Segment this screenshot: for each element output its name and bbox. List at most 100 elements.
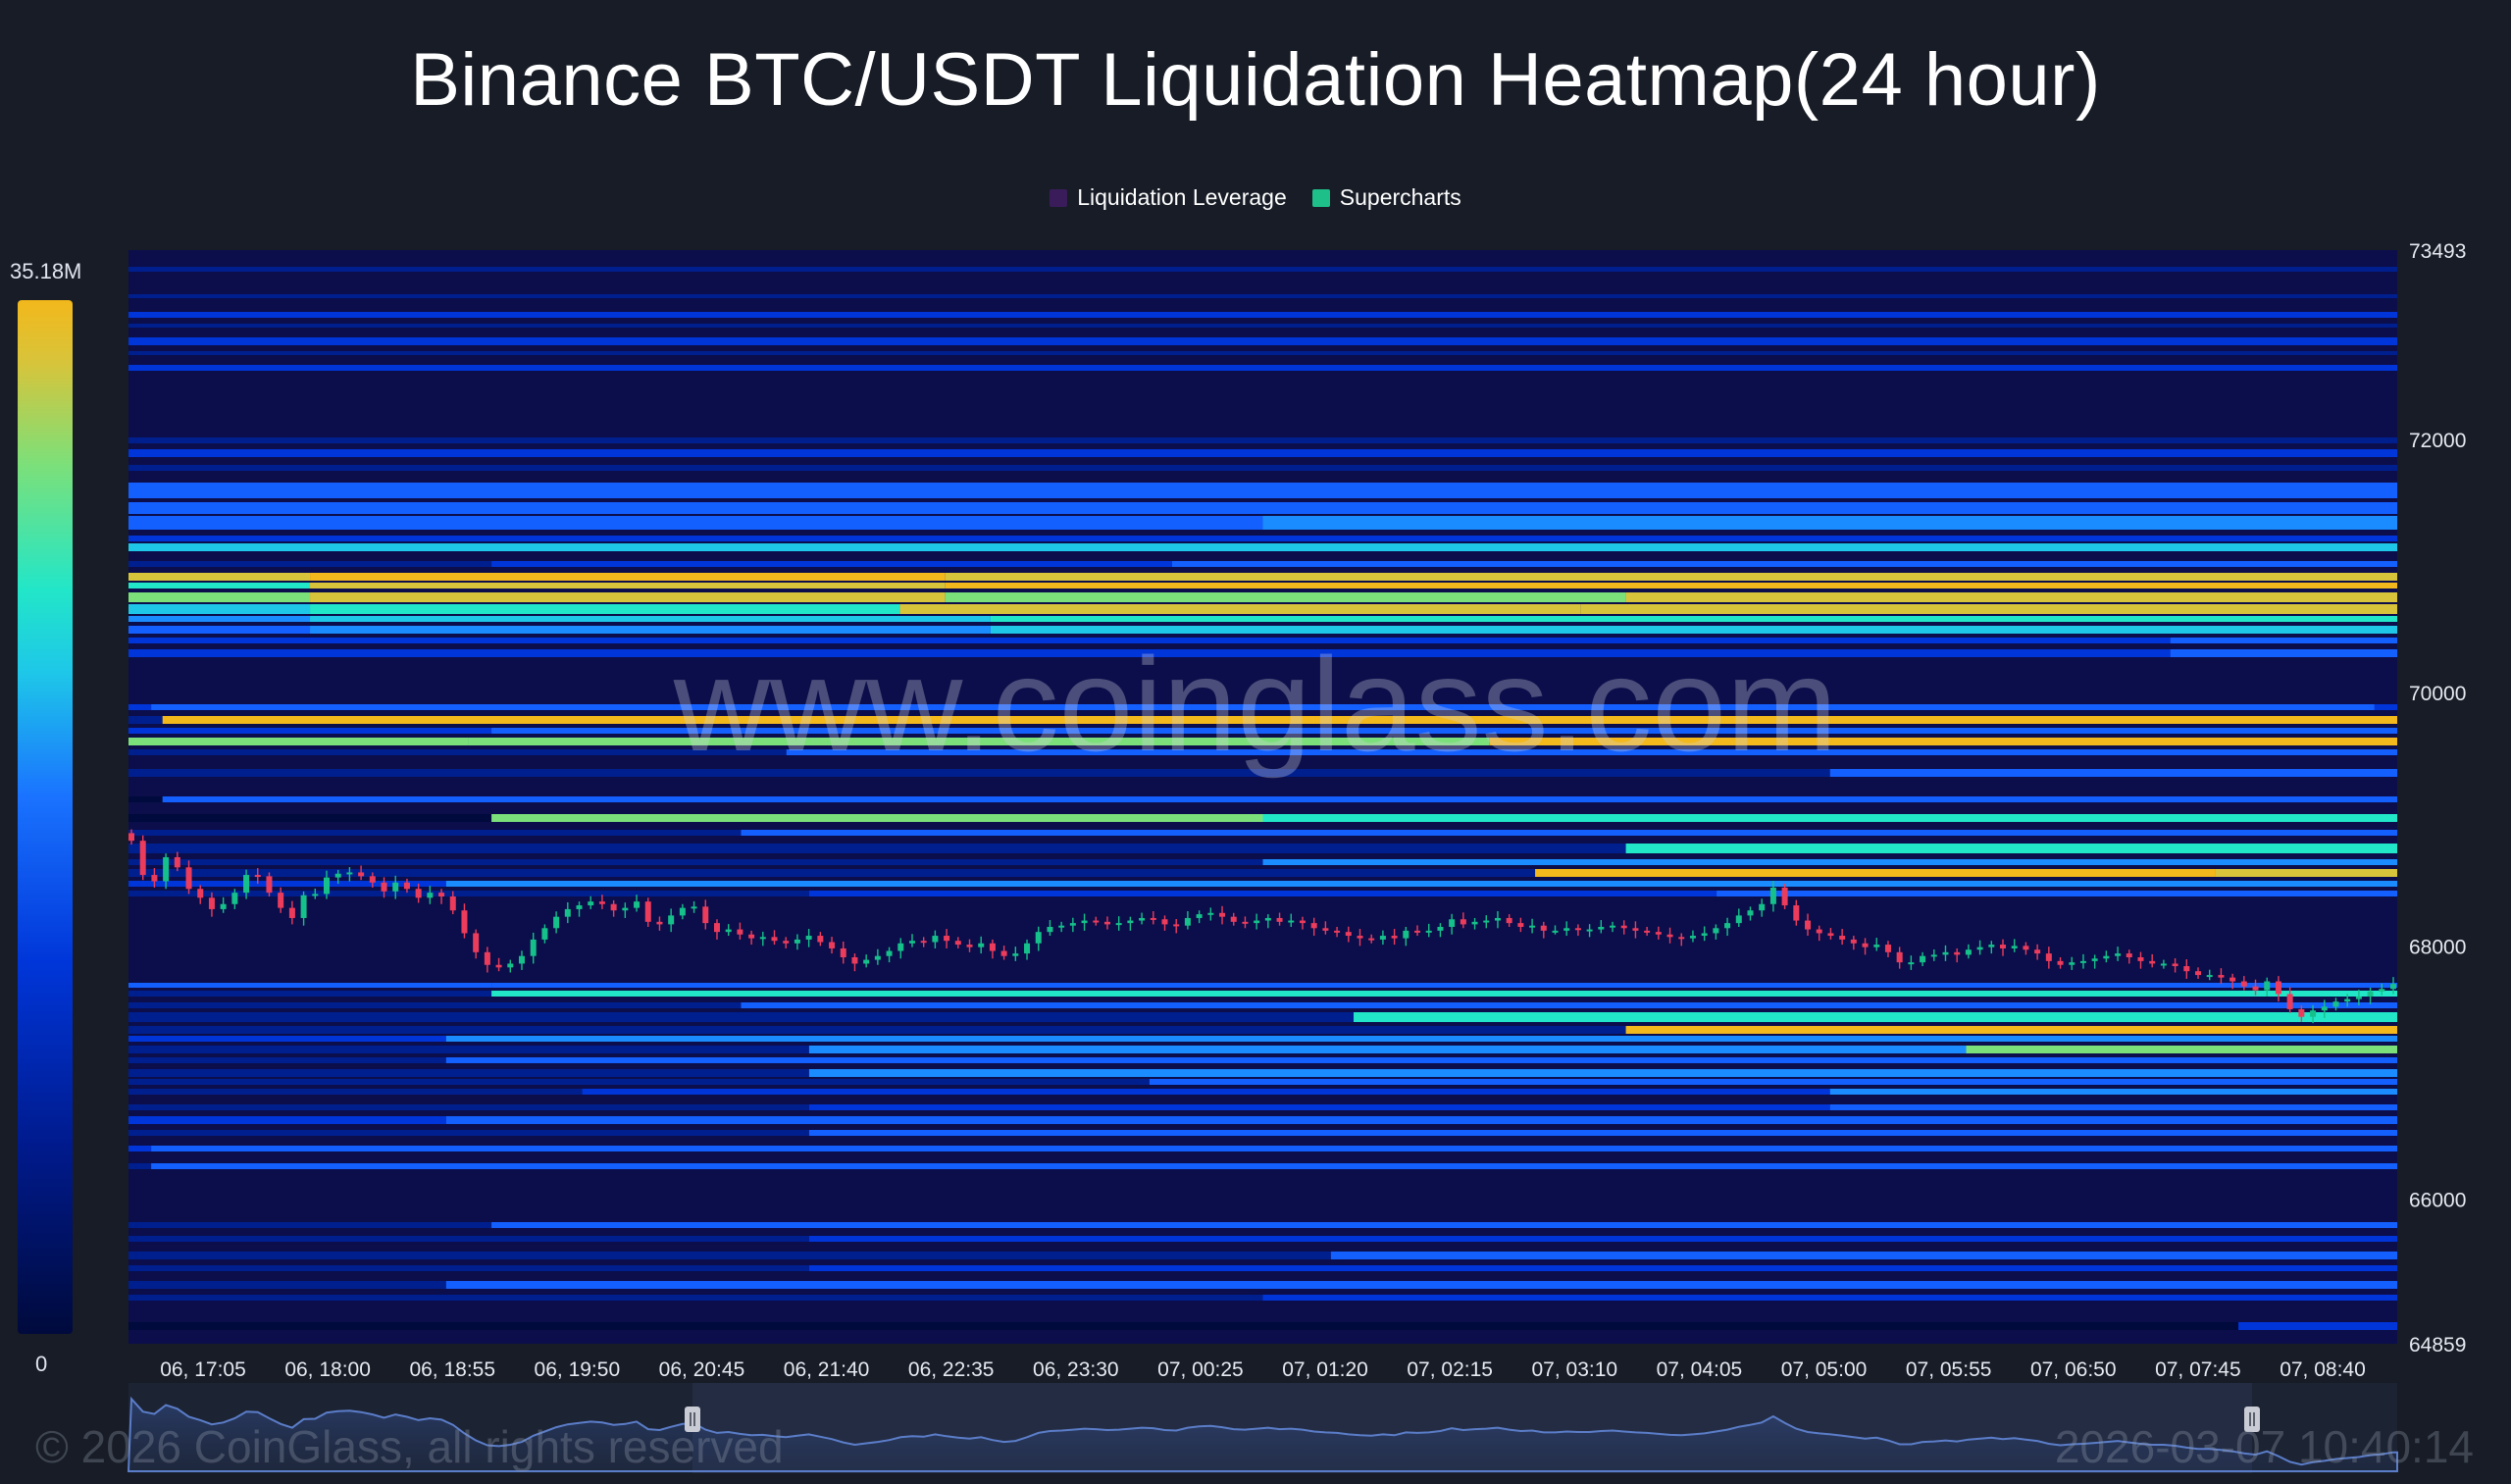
candle-body	[1230, 916, 1237, 922]
heatmap-cell	[128, 796, 163, 802]
candle-body	[2321, 1006, 2328, 1011]
candle-body	[989, 943, 996, 951]
navigator-handle-right[interactable]	[2244, 1407, 2260, 1432]
candle-body	[944, 936, 950, 942]
candle-body	[1632, 928, 1639, 931]
candle-body	[2023, 946, 2029, 950]
heatmap-cell	[128, 604, 311, 614]
x-tick-label: 07, 08:40	[2280, 1358, 2366, 1381]
candle-body	[1069, 923, 1076, 926]
heatmap-cell	[128, 1002, 742, 1008]
candle-body	[2057, 960, 2064, 965]
candle-body	[1827, 933, 1834, 937]
candle-body	[2069, 962, 2075, 965]
heatmap-cell	[128, 649, 2171, 657]
heatmap-cell	[128, 891, 809, 896]
footer-timestamp: 2026-03-07 10:40:14	[2054, 1421, 2474, 1472]
copyright-text: © 2026 CoinGlass, all rights reserved	[35, 1421, 784, 1472]
candle-body	[1930, 954, 1937, 957]
heatmap-cell	[151, 1146, 2398, 1151]
heatmap-cell	[128, 626, 311, 634]
candle-body	[553, 916, 560, 929]
legend-item-supercharts[interactable]: Supercharts	[1311, 184, 1461, 211]
heatmap-cell	[786, 749, 2397, 755]
colorbar-max-label: 35.18M	[10, 259, 82, 283]
heatmap-cell	[945, 583, 2398, 588]
heatmap-cell	[808, 1130, 2397, 1136]
heatmap-cell	[128, 991, 492, 997]
heatmap-cell	[128, 769, 1830, 777]
candle-body	[461, 910, 468, 934]
heatmap-cell	[128, 337, 2397, 345]
candle-body	[369, 876, 376, 883]
candle-body	[2218, 975, 2225, 978]
candle-body	[783, 941, 790, 944]
candle-body	[2172, 963, 2178, 967]
heatmap-cell	[128, 1069, 809, 1077]
legend-swatch-supercharts	[1311, 188, 1330, 207]
heatmap-cell	[128, 1026, 1626, 1034]
candle-body	[1127, 920, 1134, 924]
candle-body	[1139, 917, 1146, 921]
candle-body	[1012, 953, 1019, 956]
heatmap-cell	[808, 1236, 2397, 1242]
candle-body	[2149, 960, 2156, 964]
heatmap-cell	[128, 1079, 1150, 1085]
candle-body	[954, 941, 961, 946]
heatmap-cell	[128, 465, 2397, 471]
heatmap-cell	[151, 1163, 2398, 1169]
candle-body	[2240, 981, 2247, 987]
candle-body	[346, 872, 353, 875]
candle-body	[1954, 951, 1961, 955]
heatmap-cell	[1580, 604, 2397, 614]
heatmap-cell	[128, 1295, 1263, 1301]
candle-body	[1425, 930, 1432, 933]
candle-body	[163, 856, 170, 882]
candle-body	[771, 937, 778, 942]
heatmap-cell	[491, 991, 2398, 997]
candle-body	[1081, 920, 1088, 924]
heatmap-cell	[128, 1036, 446, 1042]
candle-body	[2034, 949, 2041, 954]
x-tick-label: 06, 18:55	[409, 1358, 495, 1381]
candle-body	[978, 943, 985, 947]
heatmap-cell	[491, 561, 1172, 567]
heatmap-cell	[128, 616, 311, 622]
heatmap-cell	[1354, 1012, 2397, 1022]
candle-body	[266, 876, 273, 894]
candle-body	[1724, 923, 1731, 929]
x-tick-label: 07, 07:45	[2155, 1358, 2241, 1381]
navigator-handle-left[interactable]	[685, 1407, 700, 1432]
candle-body	[208, 897, 215, 909]
heatmap-cell	[128, 983, 492, 988]
candle-body	[966, 945, 973, 947]
candle-body	[2379, 989, 2385, 992]
candle-body	[2045, 953, 2052, 961]
heatmap-cell	[1625, 844, 2397, 853]
heatmap-cell	[128, 638, 2171, 643]
candle-body	[691, 906, 697, 909]
legend-item-liquidation-leverage[interactable]: Liquidation Leverage	[1050, 184, 1287, 211]
heatmap-cell	[1262, 516, 2397, 530]
heatmap-cell	[128, 1116, 446, 1124]
candle-body	[323, 877, 330, 895]
candle-body	[220, 903, 227, 909]
heatmap-cell	[491, 728, 2398, 734]
heatmap-cell	[128, 1281, 446, 1289]
candle-body	[713, 923, 720, 933]
candle-body	[622, 907, 629, 911]
candle-body	[1219, 912, 1226, 917]
heatmap-cell	[945, 592, 1626, 602]
heatmap-cell	[128, 351, 2397, 355]
candle-body	[702, 906, 709, 924]
heatmap-cell	[468, 738, 1490, 745]
heatmap-cell	[128, 312, 2397, 318]
candle-body	[2160, 963, 2167, 966]
candle-body	[1173, 924, 1180, 927]
candle-body	[507, 963, 514, 968]
x-tick-label: 07, 01:20	[1282, 1358, 1368, 1381]
candle-body	[1850, 939, 1857, 944]
heatmap-cell	[128, 573, 311, 581]
x-tick-label: 06, 20:45	[659, 1358, 745, 1381]
